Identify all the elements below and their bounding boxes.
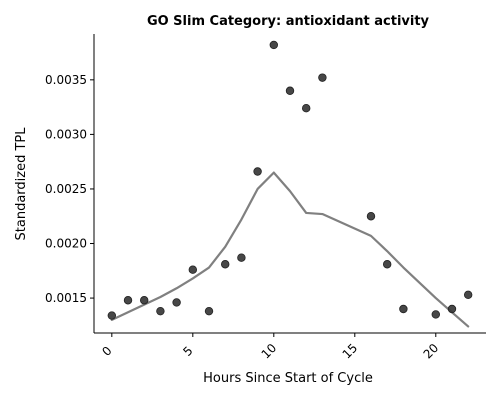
data-point-14: [366, 212, 376, 221]
data-point-9: [253, 167, 262, 176]
data-point-2: [140, 296, 149, 305]
data-point-11: [285, 86, 295, 95]
data-point-1: [123, 296, 133, 305]
x-tick-label-1: 5: [180, 344, 195, 359]
data-point-17: [431, 310, 440, 319]
data-point-6: [204, 306, 214, 316]
x-tick-label-4: 20: [421, 341, 442, 362]
data-point-0: [107, 311, 117, 320]
data-point-16: [399, 304, 408, 314]
data-point-15: [382, 260, 392, 269]
data-point-3: [156, 306, 165, 316]
series-line-fit: [110, 171, 470, 328]
x-tick-label-3: 15: [340, 341, 361, 362]
x-axis-label: Hours Since Start of Cycle: [203, 371, 373, 386]
y-tick-label-3: 0.0030: [45, 127, 87, 141]
y-tick-label-0: 0.0015: [45, 291, 87, 305]
y-tick-label-2: 0.0025: [45, 182, 87, 196]
data-point-19: [463, 290, 473, 300]
y-tick-label-4: 0.0035: [45, 73, 87, 87]
chart-title: GO Slim Category: antioxidant activity: [147, 14, 430, 29]
x-tick-label-2: 10: [259, 341, 280, 362]
x-tick-label-0: 0: [99, 344, 114, 359]
y-tick-label-1: 0.0020: [45, 237, 87, 251]
data-point-13: [318, 73, 327, 82]
data-point-5: [188, 265, 198, 274]
data-point-4: [172, 298, 181, 307]
data-point-7: [221, 260, 230, 269]
data-point-10: [269, 40, 278, 50]
plot-area: [107, 40, 473, 328]
data-point-18: [447, 304, 457, 314]
data-point-8: [237, 253, 246, 262]
data-point-12: [302, 103, 311, 113]
y-axis-label: Standardized TPL: [14, 127, 29, 241]
